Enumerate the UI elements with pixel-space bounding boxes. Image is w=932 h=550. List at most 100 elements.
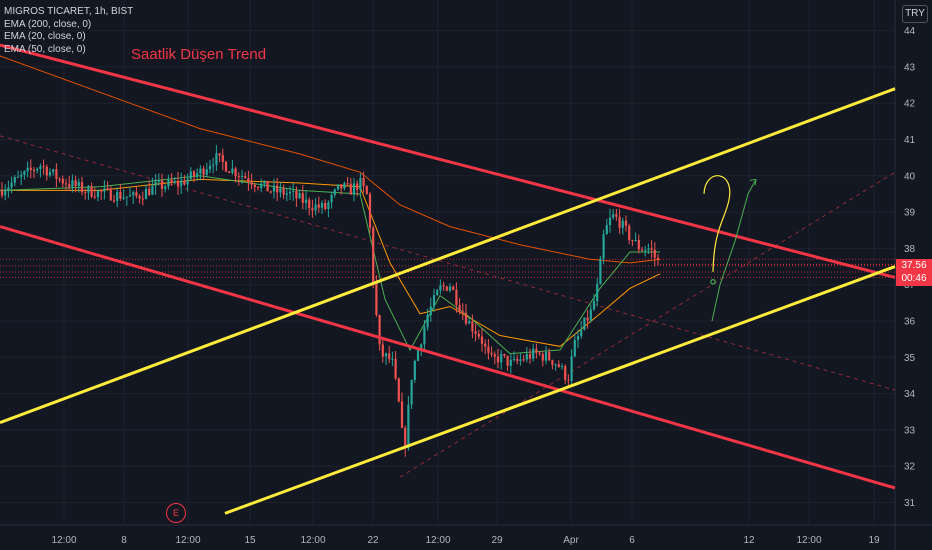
candle-body — [288, 191, 292, 194]
candle-body — [480, 336, 484, 344]
candle-body — [256, 186, 260, 188]
candle-body — [173, 180, 176, 183]
candle-body — [455, 289, 458, 305]
candle-body — [199, 168, 202, 174]
candle-body — [68, 184, 71, 187]
candle-body — [362, 178, 365, 187]
candle-body — [148, 188, 151, 195]
candle-body — [151, 185, 154, 195]
candle-body — [154, 181, 157, 186]
candle-body — [397, 378, 400, 402]
candle-body — [234, 168, 237, 177]
candle-body — [333, 189, 336, 195]
x-tick-label: 12 — [743, 535, 755, 546]
candle-body — [301, 193, 304, 203]
candle-body — [39, 166, 42, 169]
x-tick-label: 15 — [244, 535, 256, 546]
candle-body — [218, 153, 221, 156]
ema200-label[interactable]: EMA (200, close, 0) — [4, 18, 92, 30]
candle-body — [506, 355, 509, 366]
candle-body — [576, 336, 580, 341]
x-tick-label: 19 — [868, 535, 880, 546]
candle-body — [176, 180, 180, 186]
candle-body — [461, 311, 464, 313]
candle-body — [103, 188, 106, 192]
candle-body — [0, 190, 4, 196]
candle-body — [432, 295, 436, 307]
candle-body — [471, 321, 474, 332]
candle-body — [615, 214, 618, 217]
trend-annotation[interactable]: Saatlik Düşen Trend — [131, 46, 267, 63]
ema50-label[interactable]: EMA (50, close, 0) — [4, 43, 86, 55]
candle-body — [260, 183, 263, 188]
candle-body — [477, 333, 480, 337]
candle-body — [458, 304, 461, 312]
candle-body — [272, 185, 276, 192]
candle-body — [58, 178, 61, 180]
earnings-event-marker[interactable]: E — [166, 503, 186, 523]
candle-body — [292, 190, 295, 192]
candle-body — [45, 166, 48, 176]
candle-body — [340, 184, 343, 189]
candle-body — [656, 257, 660, 260]
candle-body — [400, 401, 404, 428]
candle-body — [138, 195, 141, 199]
candle-body — [125, 196, 128, 198]
y-tick-label: 34 — [904, 389, 916, 400]
x-tick-label: 8 — [121, 535, 127, 546]
candle-body — [231, 168, 234, 173]
candle-body — [244, 176, 247, 179]
candle-body — [71, 180, 74, 187]
candle-body — [352, 183, 356, 195]
candle-body — [311, 208, 314, 211]
candle-body — [452, 286, 455, 290]
candle-body — [324, 202, 327, 210]
currency-button[interactable]: TRY — [902, 5, 928, 23]
candle-body — [548, 351, 551, 361]
candle-body — [29, 167, 32, 170]
candle-body — [538, 352, 541, 355]
candle-body — [535, 348, 538, 353]
candle-body — [493, 354, 496, 357]
candle-body — [84, 192, 87, 194]
candle-body — [240, 176, 244, 178]
candle-body — [653, 249, 656, 258]
x-tick-label: 12:00 — [796, 535, 821, 546]
candle-body — [212, 164, 215, 166]
candle-body — [13, 177, 16, 183]
candle-body — [228, 171, 231, 173]
candle-body — [349, 183, 352, 195]
candle-body — [285, 193, 288, 195]
last-price-tag: 37.56 00:46 — [896, 259, 932, 286]
uptrend-lower-line — [224, 265, 896, 515]
candle-body — [269, 191, 272, 193]
symbol-title[interactable]: MIGROS TICARET, 1h, BIST — [4, 6, 134, 17]
candle-body — [503, 354, 506, 356]
ema20-label[interactable]: EMA (20, close, 0) — [4, 31, 86, 42]
candle-body — [112, 200, 116, 202]
candle-body — [404, 427, 407, 449]
candle-body — [186, 178, 189, 185]
x-tick-label: 29 — [491, 535, 503, 546]
candle-body — [602, 234, 605, 259]
candle-body — [599, 258, 602, 285]
candle-body — [180, 180, 183, 186]
candle-body — [624, 220, 628, 226]
candle-body — [48, 172, 52, 176]
candle-body — [74, 180, 77, 187]
candle-body — [298, 193, 301, 199]
x-tick-label: 12:00 — [300, 535, 325, 546]
chart-legend: MIGROS TICARET, 1h, BIST EMA (200, close… — [4, 6, 133, 56]
candle-body — [7, 187, 10, 191]
candle-body — [372, 227, 375, 283]
bar-countdown: 00:46 — [901, 273, 927, 284]
candle-body — [93, 196, 96, 198]
candle-body — [423, 327, 426, 345]
candle-body — [564, 366, 567, 380]
candle-body — [580, 329, 583, 337]
candle-body — [586, 317, 589, 321]
candle-body — [618, 216, 621, 228]
candle-body — [509, 359, 512, 366]
